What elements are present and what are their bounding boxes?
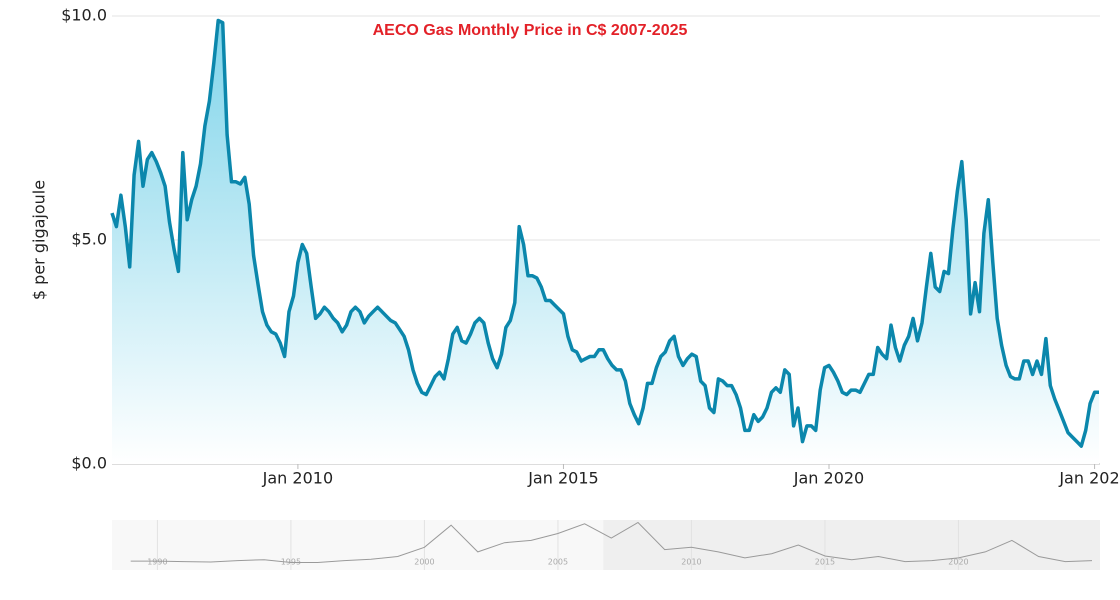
- navigator-tick-label: 2015: [815, 558, 835, 567]
- area-fill: [112, 20, 1099, 464]
- x-tick-label: Jan 2025: [1058, 469, 1120, 488]
- x-tick-label: Jan 2015: [527, 469, 598, 488]
- navigator-tick-label: 2005: [548, 558, 568, 567]
- navigator-selection: [603, 520, 1100, 570]
- price-line: [110, 18, 1099, 448]
- y-tick-label: $5.0: [71, 230, 107, 249]
- x-tick-label: Jan 2020: [793, 469, 864, 488]
- navigator-line: [130, 521, 1093, 563]
- y-tick-label: $10.0: [61, 6, 107, 25]
- navigator-tick-label: 2000: [414, 558, 434, 567]
- chart-title: AECO Gas Monthly Price in C$ 2007-2025: [373, 22, 688, 39]
- navigator-tick-label: 2010: [681, 558, 701, 567]
- y-tick-label: $0.0: [71, 454, 107, 473]
- y-axis-label: $ per gigajoule: [30, 180, 49, 300]
- navigator-tick-label: 2020: [948, 558, 968, 567]
- navigator-tick-label: 1990: [147, 558, 167, 567]
- x-tick-label: Jan 2010: [262, 469, 333, 488]
